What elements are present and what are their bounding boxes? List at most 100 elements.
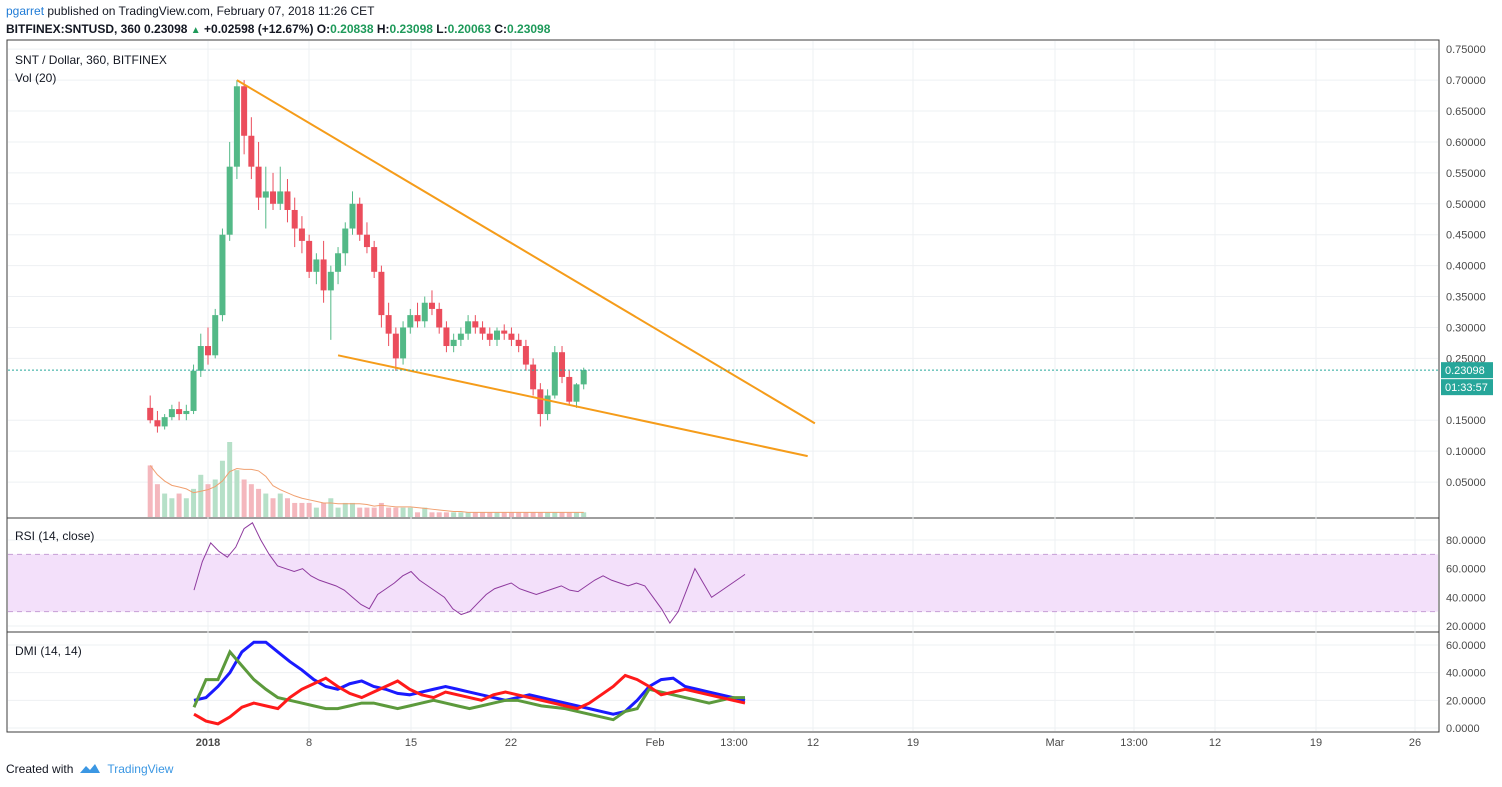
volume-bar — [378, 502, 384, 517]
candlesticks[interactable] — [147, 80, 587, 433]
author-link[interactable]: pgarret — [6, 4, 45, 18]
volume-bar — [458, 512, 464, 517]
rsi-axis-tick: 60.0000 — [1446, 564, 1486, 576]
candle-body — [551, 352, 558, 396]
volume-bar — [162, 493, 168, 517]
volume-bar — [306, 502, 312, 517]
price-axis-tick: 0.15000 — [1446, 415, 1486, 427]
time-axis-tick: 12 — [1209, 737, 1221, 749]
candle-body — [356, 203, 363, 235]
volume-bar — [465, 512, 471, 517]
candle-body — [407, 315, 414, 328]
volume-bar — [321, 502, 327, 517]
rsi-band-fill — [8, 554, 1438, 612]
rsi-axis-tick: 20.0000 — [1446, 621, 1486, 633]
footer: Created with TradingView — [6, 762, 173, 776]
countdown-tag — [1441, 379, 1493, 396]
volume-bar — [256, 488, 262, 517]
open-value: 0.20838 — [330, 22, 374, 36]
price-tags: 0.23098 01:33:57 — [8, 362, 1493, 396]
time-axis-tick: 13:00 — [1120, 737, 1148, 749]
volume-bar — [277, 493, 283, 517]
candle-body — [197, 346, 204, 371]
time-axis-tick: 8 — [306, 737, 312, 749]
candle-body — [530, 364, 537, 390]
price-axis-tick: 0.65000 — [1446, 106, 1486, 118]
volume-bar — [248, 484, 254, 517]
time-axis-tick: 2018 — [196, 737, 220, 749]
rsi-series — [193, 522, 746, 625]
rsi-band — [8, 553, 1438, 613]
volume-bar — [487, 512, 493, 517]
volume-bar — [552, 512, 558, 517]
dmi-axis-tick: 60.0000 — [1446, 640, 1486, 652]
volume-bar — [357, 507, 363, 517]
volume-bar — [530, 512, 536, 517]
candle-body — [566, 376, 573, 402]
volume-bar — [537, 512, 543, 517]
candle-body — [226, 166, 233, 235]
up-triangle-icon: ▲ — [190, 25, 201, 36]
candle-body — [219, 234, 226, 316]
price-axis-tick: 0.55000 — [1446, 168, 1486, 180]
candle-body — [262, 191, 269, 198]
candle-body — [313, 259, 320, 272]
volume-bar — [523, 512, 529, 517]
axis-labels: 0.75000 0.70000 0.65000 0.60000 0.55000 0.500… — [196, 44, 1486, 749]
volume-bar — [429, 512, 435, 517]
tradingview-link[interactable]: TradingView — [107, 762, 174, 776]
dmi-axis-tick: 20.0000 — [1446, 695, 1486, 707]
volume-bars — [147, 442, 587, 517]
volume-bar — [508, 512, 514, 517]
volume-bar — [545, 512, 551, 517]
candle-body — [450, 339, 457, 347]
close-value: 0.23098 — [507, 22, 551, 36]
volume-bar — [393, 507, 399, 517]
candle-body — [320, 259, 327, 291]
volume-bar — [313, 507, 319, 517]
published-text: published on TradingView.com, February 0… — [47, 4, 375, 18]
volume-bar — [169, 498, 175, 517]
candle-body — [176, 409, 183, 415]
candle-body — [241, 86, 248, 136]
grid-lines — [8, 41, 1438, 731]
volume-bar — [342, 502, 348, 517]
symbol-quote-line: BITFINEX:SNTUSD, 360 0.23098 ▲ +0.02598 … — [6, 22, 550, 36]
time-axis-tick: 13:00 — [720, 737, 748, 749]
volume-bar — [191, 488, 197, 517]
price-axis-tick: 0.60000 — [1446, 137, 1486, 149]
rsi-line — [193, 522, 746, 625]
volume-bar — [400, 507, 406, 517]
candle-body — [363, 234, 370, 248]
candle-body — [436, 308, 443, 328]
volume-bar — [270, 498, 276, 517]
candle-body — [486, 333, 493, 340]
candle-body — [291, 209, 298, 229]
candle-body — [306, 240, 313, 272]
time-axis-tick: 12 — [807, 737, 819, 749]
candle-body — [168, 409, 175, 418]
price-axis-tick: 0.45000 — [1446, 230, 1486, 242]
candle-body — [479, 327, 486, 334]
volume-bar — [422, 507, 428, 517]
volume-bar — [212, 479, 218, 517]
volume-label: Vol (20) — [15, 71, 56, 85]
volume-bar — [234, 470, 240, 517]
volume-bar — [386, 507, 392, 517]
price-axis-tick: 0.10000 — [1446, 446, 1486, 458]
volume-bar — [516, 512, 522, 517]
volume-bar — [443, 512, 449, 517]
candle-body — [349, 203, 356, 229]
volume-ma-line — [149, 465, 584, 513]
trendlines[interactable] — [236, 79, 816, 458]
volume-bar — [241, 479, 247, 517]
price-axis-tick: 0.05000 — [1446, 477, 1486, 489]
change-value: +0.02598 (+12.67%) — [204, 22, 314, 36]
price-axis-tick: 0.35000 — [1446, 292, 1486, 304]
candle-body — [270, 191, 277, 204]
candle-body — [465, 321, 472, 334]
volume-bar — [573, 512, 579, 517]
volume-bar — [407, 507, 413, 517]
symbol-label: BITFINEX:SNTUSD, 360 — [6, 22, 141, 36]
